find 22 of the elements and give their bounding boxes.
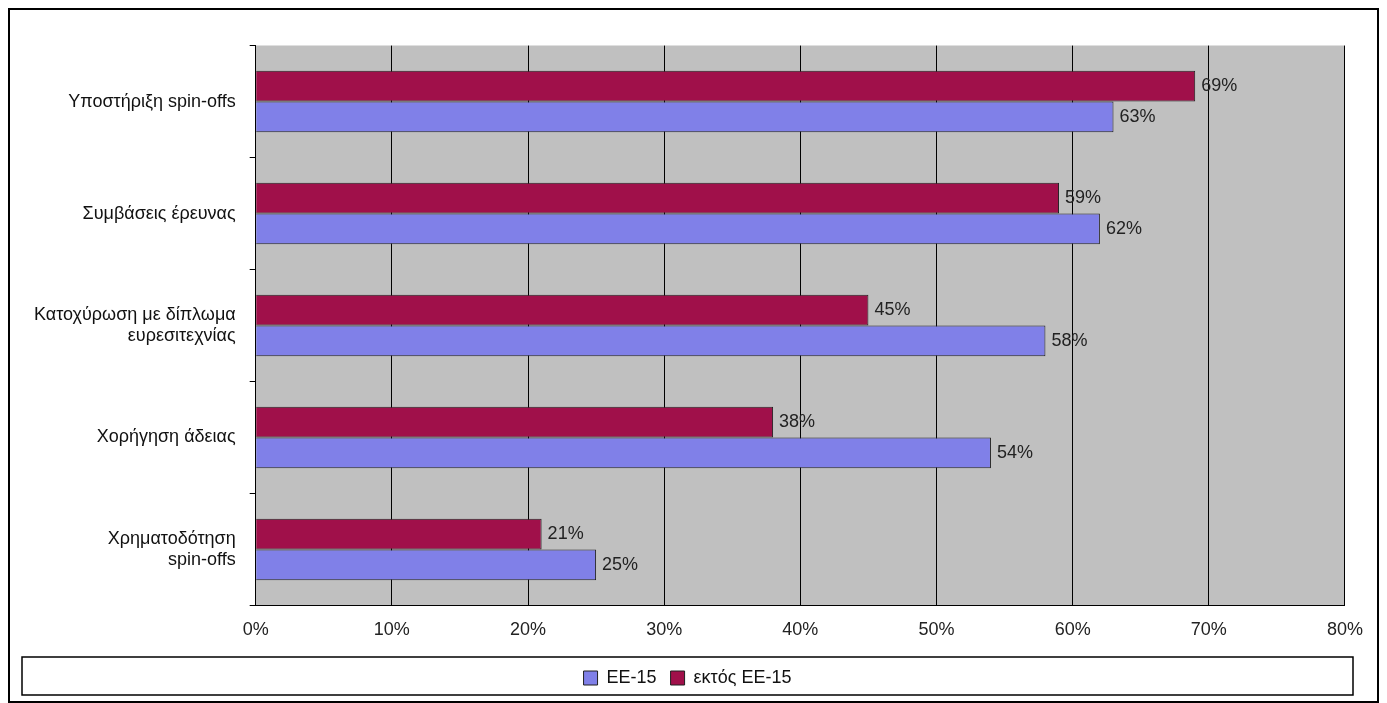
y-tick-label: Χορήγηση άδειας (96, 426, 236, 447)
data-label: 25% (602, 553, 639, 574)
data-label: 63% (1119, 105, 1156, 126)
x-tick-label: 40% (782, 619, 819, 640)
y-tick-label: Χρηματοδότηση spin-offs (107, 527, 236, 570)
x-tick-label: 20% (509, 619, 547, 640)
x-tick-label: 70% (1190, 619, 1227, 640)
legend-label: εκτός ΕΕ-15 (693, 666, 792, 687)
data-label: 54% (996, 441, 1033, 462)
y-tick-label: Κατοχύρωση με δίπλωμα ευρεσιτεχνίας (33, 303, 236, 346)
legend-label: ΕΕ-15 (606, 666, 657, 687)
data-label: 62% (1105, 217, 1142, 238)
data-label: 45% (874, 299, 911, 320)
x-tick-label: 80% (1326, 619, 1363, 640)
x-tick-label: 50% (918, 619, 955, 640)
x-tick-label: 10% (373, 619, 410, 640)
x-tick-label: 30% (646, 619, 683, 640)
y-tick-label: Υποστήριξη spin-offs (68, 90, 236, 111)
x-tick-label: 0% (242, 619, 269, 640)
x-tick-label: 60% (1054, 619, 1091, 640)
y-tick-label: Συμβάσεις έρευνας (82, 202, 236, 223)
data-label: 21% (547, 522, 584, 543)
